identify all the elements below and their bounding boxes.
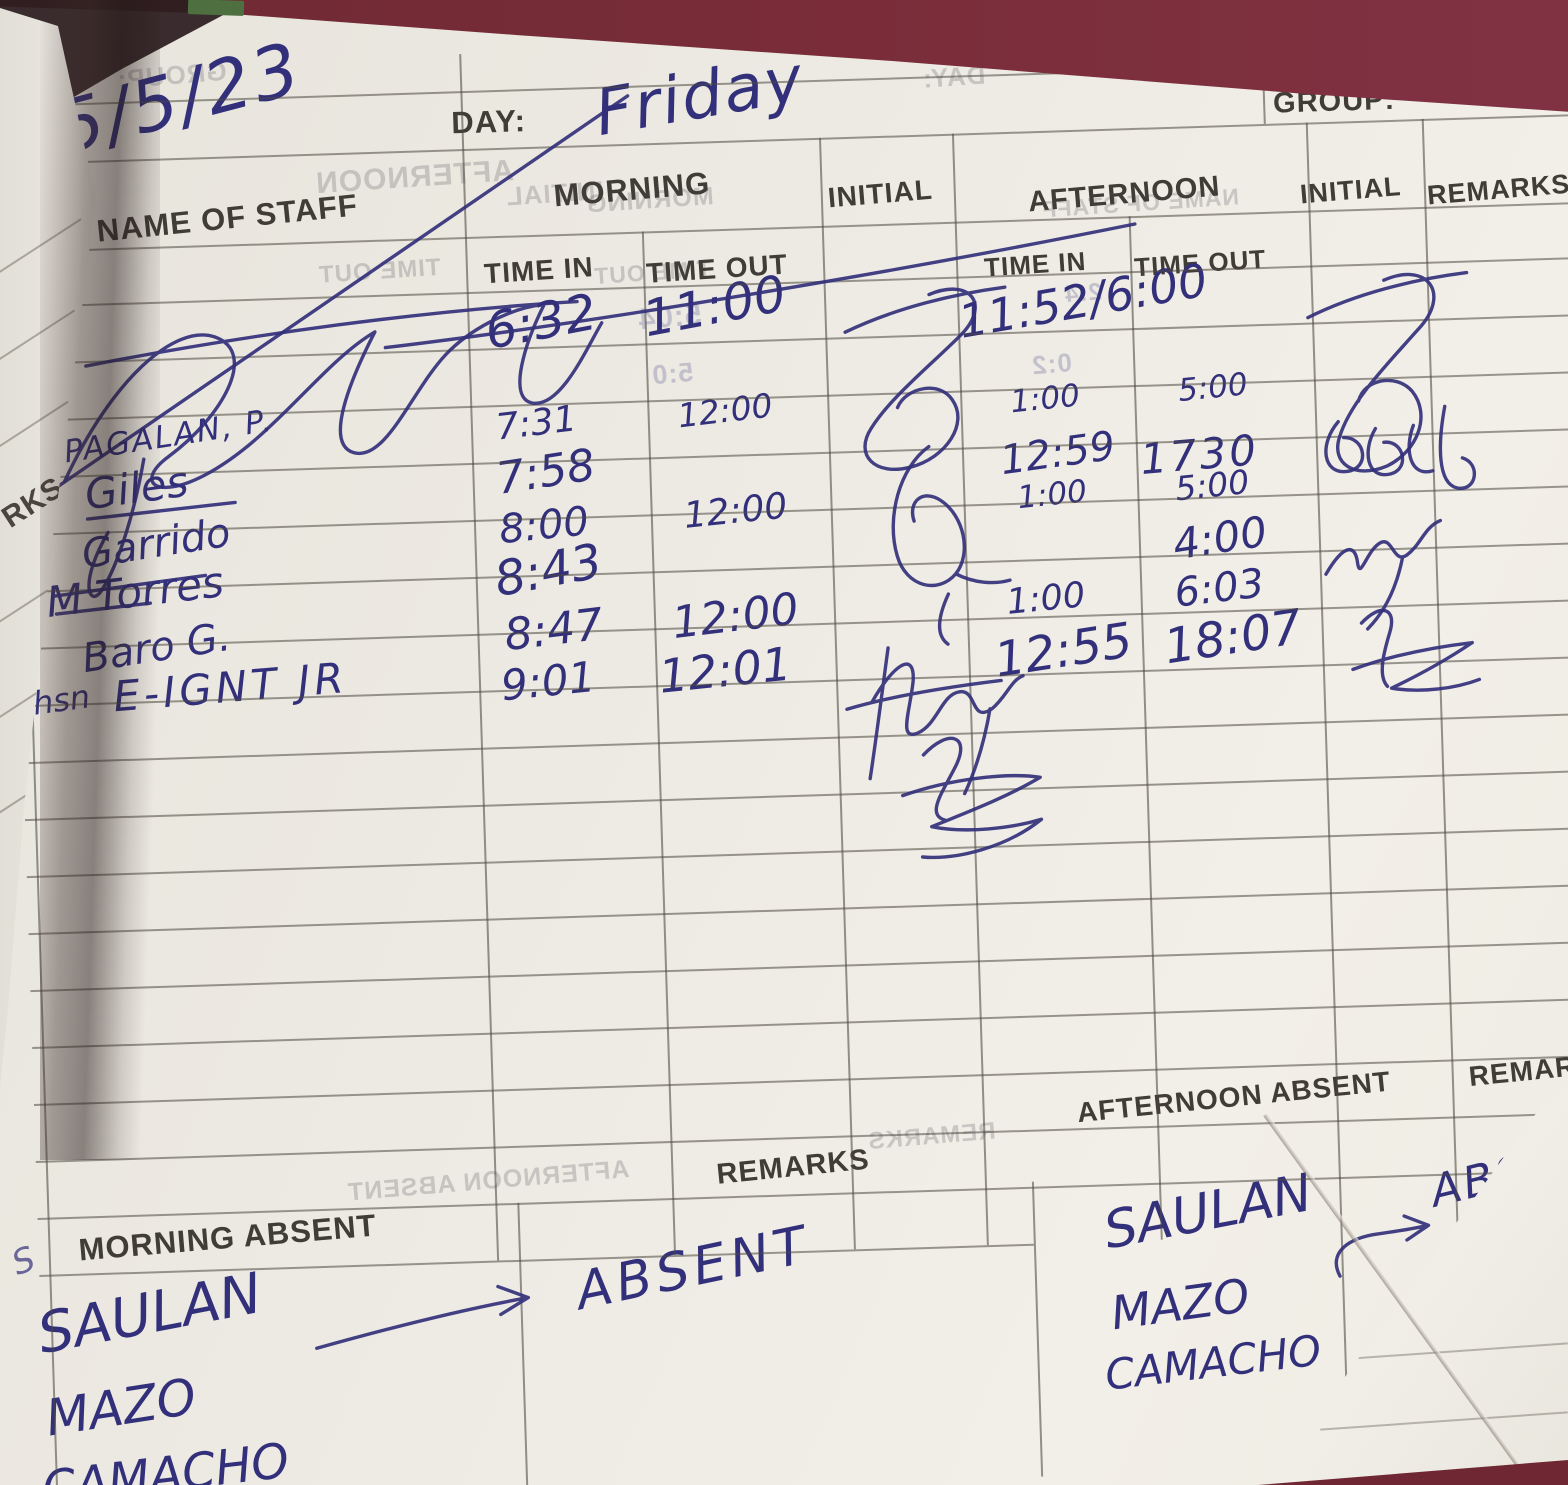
morning-absent-arrow <box>315 1284 530 1350</box>
afternoon-absent-arrow <box>1334 1214 1431 1278</box>
initial-am-signature-4 <box>901 736 1044 860</box>
ruled-line <box>1320 1411 1568 1431</box>
initial-am-signature-2 <box>891 444 1012 646</box>
green-bookmark-edge <box>187 0 245 16</box>
ruled-line <box>1350 1342 1568 1360</box>
day-underline-flourish <box>383 222 1137 350</box>
initial-pm-signature-3 <box>1324 518 1443 631</box>
initial-pm-signature-4 <box>1351 608 1482 692</box>
initial-pm-signature-2 <box>1324 404 1477 490</box>
initial-am-signature-3 <box>845 646 1025 796</box>
initial-am-signature-1 <box>843 285 1007 471</box>
spine-gutter-shadow <box>40 0 160 1160</box>
initial-pm-signature-1 <box>1306 270 1469 473</box>
